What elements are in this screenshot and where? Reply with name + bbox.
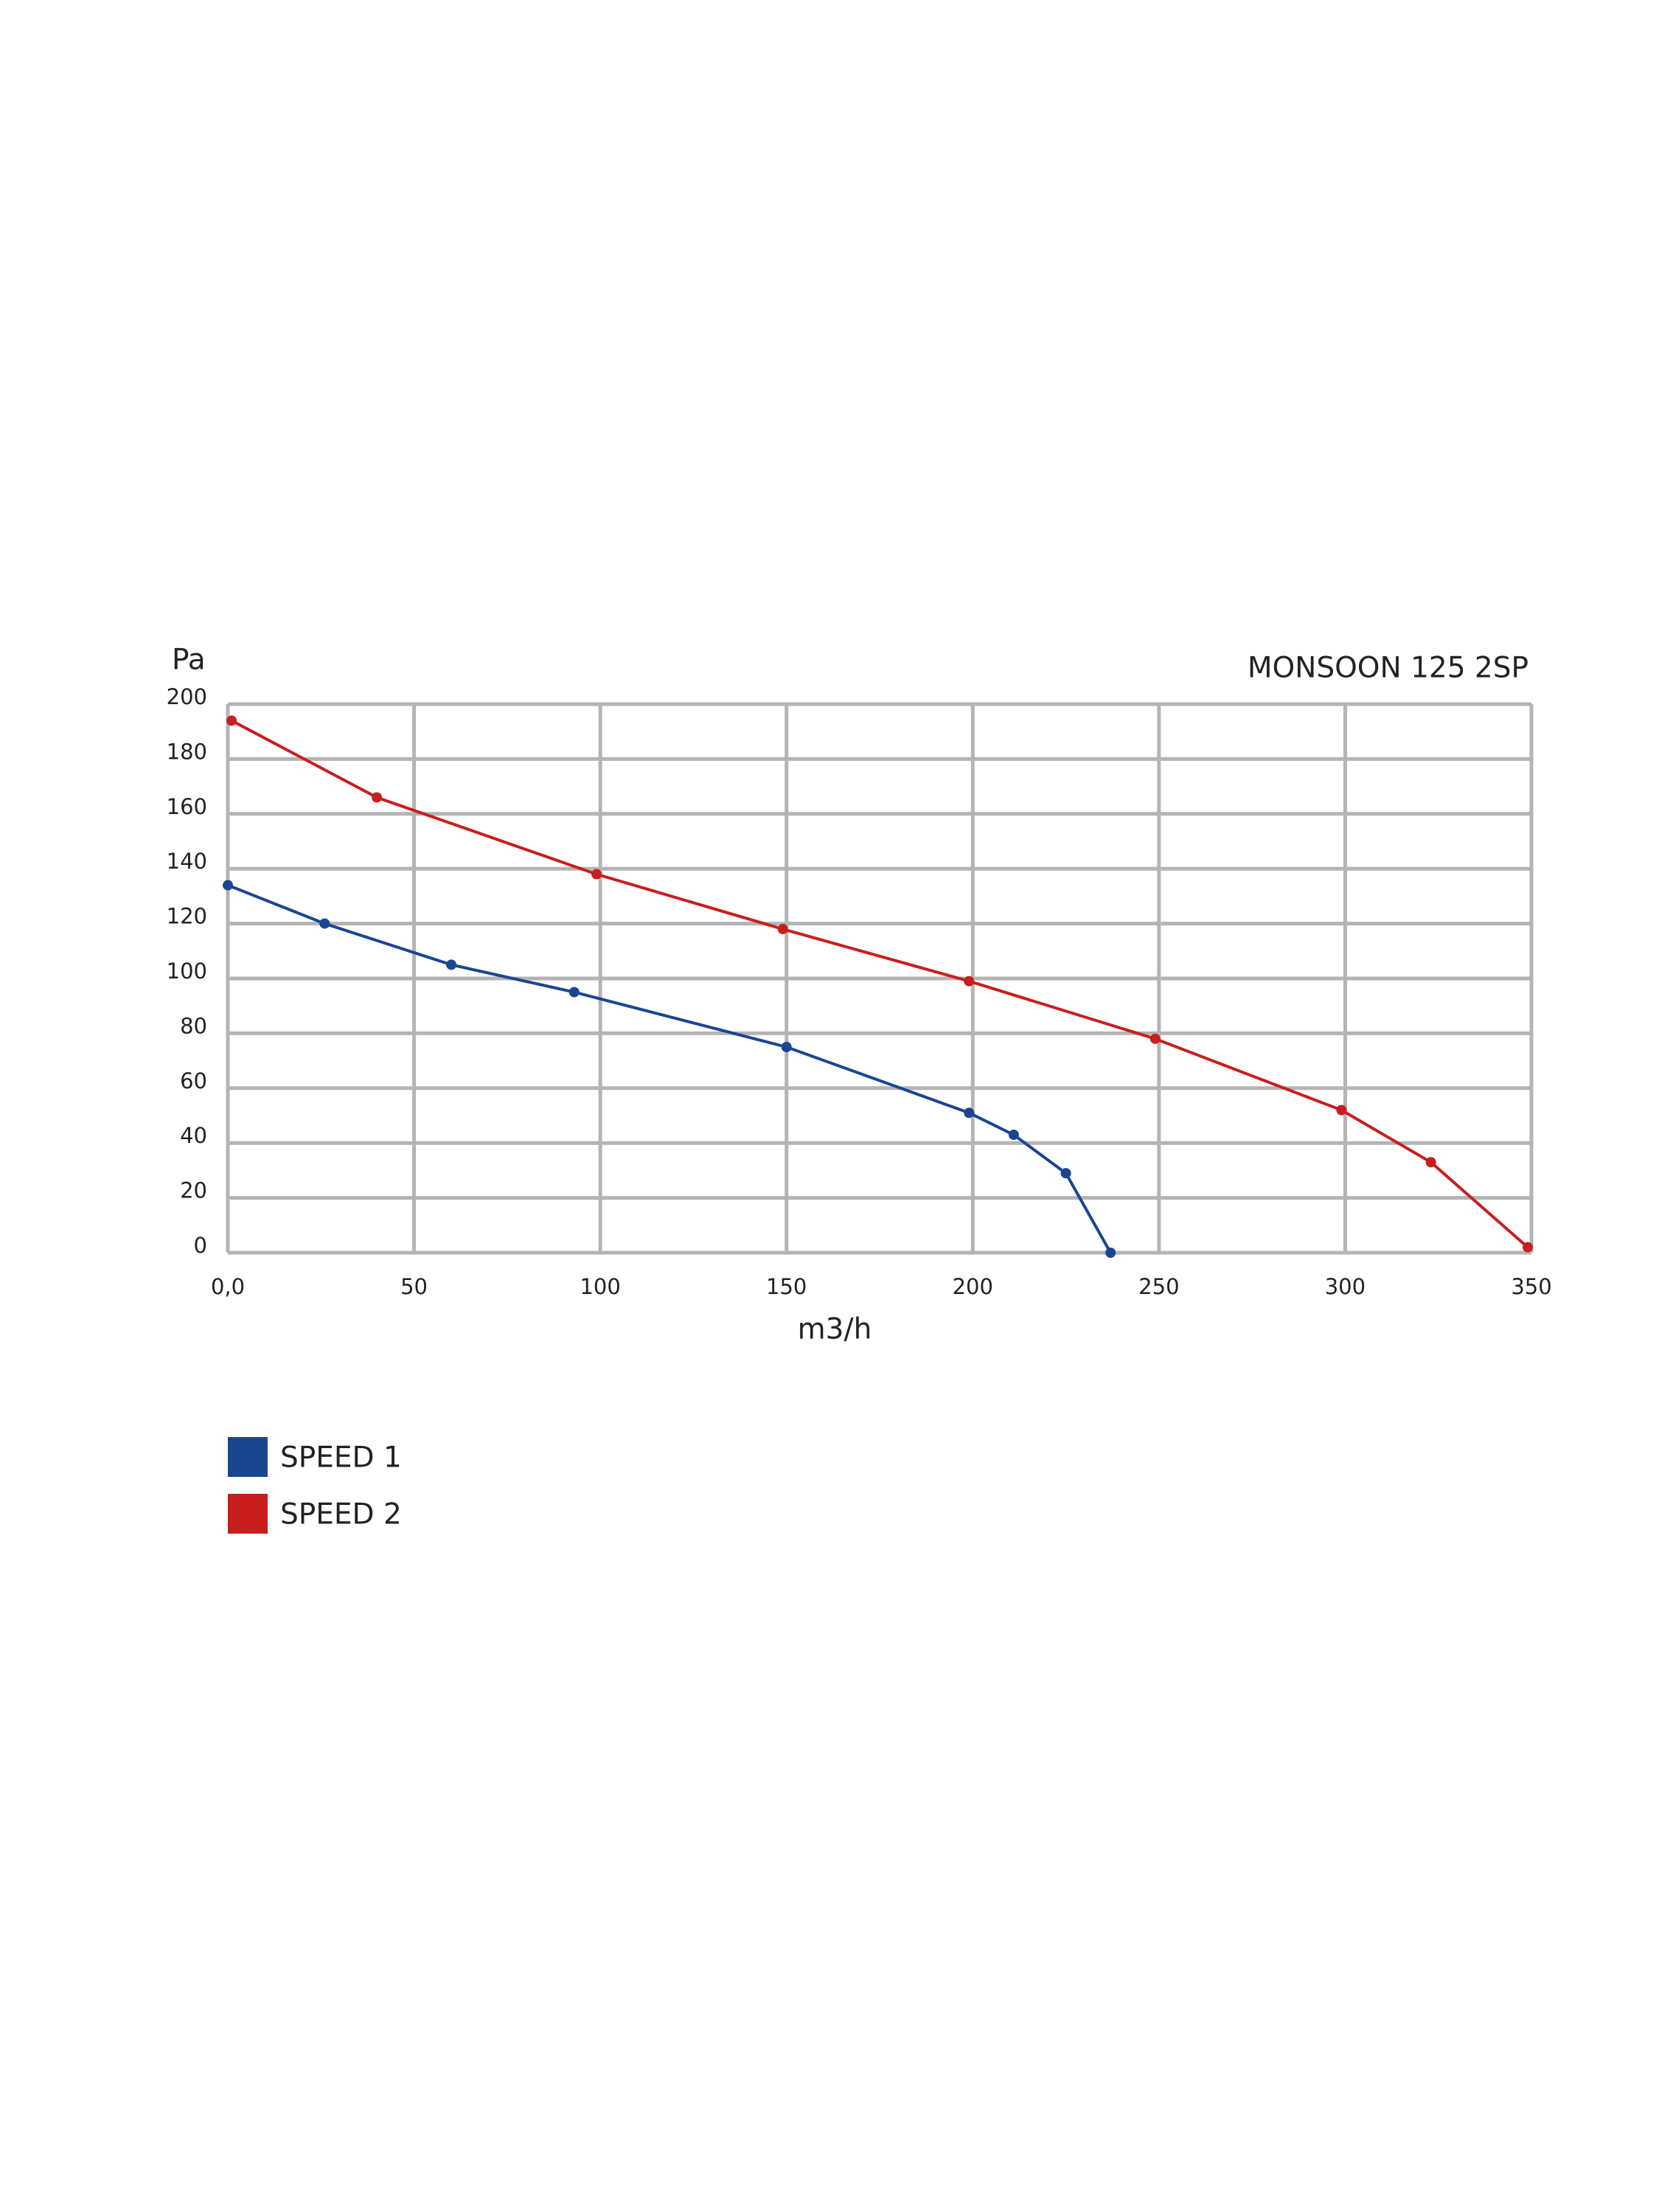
data-point — [964, 975, 975, 987]
data-point — [777, 924, 788, 935]
data-point — [372, 792, 383, 803]
legend-swatch — [228, 1437, 268, 1477]
x-tick-label: 100 — [580, 1274, 620, 1299]
y-tick-label: 20 — [180, 1178, 207, 1203]
legend-label: SPEED 1 — [280, 1441, 402, 1475]
y-tick-label: 180 — [167, 739, 207, 764]
y-tick-label: 120 — [167, 904, 207, 929]
data-point — [1008, 1130, 1019, 1141]
data-point — [1425, 1157, 1436, 1168]
x-tick-label: 350 — [1511, 1274, 1551, 1299]
y-tick-label: 40 — [180, 1123, 207, 1148]
data-point — [568, 987, 580, 998]
x-tick-label: 300 — [1325, 1274, 1366, 1299]
y-tick-label: 60 — [180, 1068, 207, 1093]
x-tick-label: 0,0 — [211, 1274, 245, 1299]
data-point — [223, 880, 233, 891]
y-tick-label: 100 — [167, 959, 207, 984]
data-point — [446, 959, 457, 970]
x-tick-label: 250 — [1138, 1274, 1179, 1299]
data-point — [1336, 1105, 1347, 1116]
series-line — [231, 719, 1529, 1249]
y-tick-label: 200 — [167, 684, 207, 709]
data-point — [781, 1042, 792, 1052]
y-tick-label: 140 — [167, 849, 207, 874]
data-point — [226, 715, 237, 726]
y-tick-label: 0 — [194, 1233, 207, 1258]
x-tick-label: 150 — [766, 1274, 807, 1299]
legend-swatch — [228, 1494, 268, 1534]
y-tick-label: 80 — [180, 1013, 207, 1038]
x-tick-label: 50 — [400, 1274, 428, 1299]
data-point — [1150, 1033, 1161, 1044]
chart-title: MONSOON 125 2SP — [1248, 652, 1528, 685]
x-axis-label: m3/h — [798, 1313, 872, 1346]
legend-label: SPEED 2 — [280, 1498, 402, 1531]
data-point — [591, 869, 602, 880]
data-point — [964, 1107, 975, 1119]
y-axis-label: Pa — [172, 644, 206, 677]
data-point — [1105, 1248, 1116, 1258]
data-point — [1522, 1242, 1533, 1253]
data-point — [319, 918, 330, 929]
data-point — [1060, 1168, 1071, 1179]
x-tick-label: 200 — [953, 1274, 993, 1299]
y-tick-label: 160 — [167, 794, 207, 819]
